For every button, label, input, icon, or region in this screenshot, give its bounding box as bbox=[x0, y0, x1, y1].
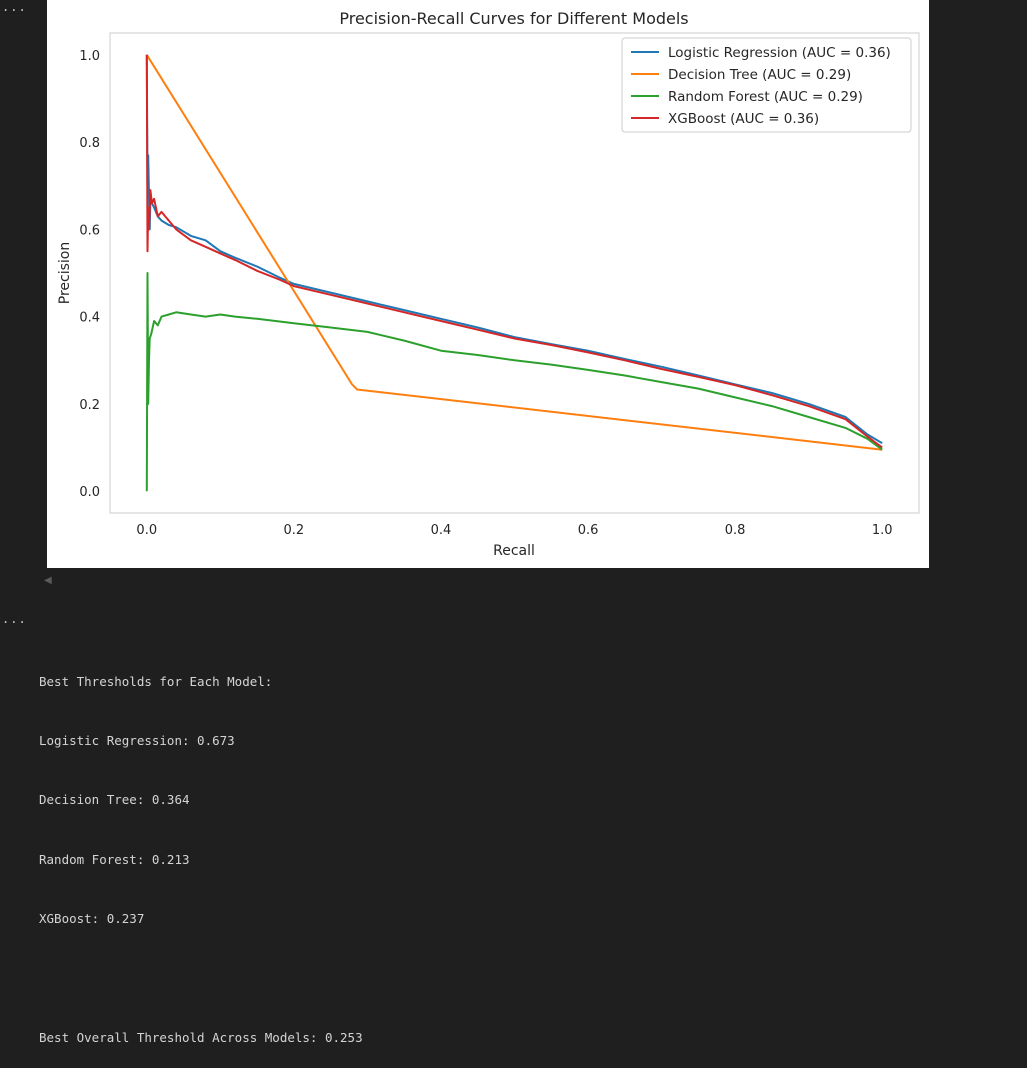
y-tick-label: 0.0 bbox=[79, 485, 100, 500]
series-line-1 bbox=[145, 54, 883, 451]
x-tick-label: 0.6 bbox=[578, 523, 599, 538]
legend-entry: Decision Tree (AUC = 0.29) bbox=[668, 67, 851, 83]
series-line-2 bbox=[145, 272, 883, 492]
y-tick-label: 0.6 bbox=[79, 223, 100, 238]
legend-entry: Random Forest (AUC = 0.29) bbox=[668, 89, 863, 105]
plot-frame bbox=[109, 32, 920, 514]
output-blank-line bbox=[39, 969, 363, 989]
y-tick-label: 0.8 bbox=[79, 136, 100, 151]
y-tick-label: 0.4 bbox=[79, 311, 100, 326]
x-tick-label: 0.8 bbox=[725, 523, 746, 538]
y-axis-label: Precision bbox=[57, 242, 73, 304]
x-tick-label: 0.2 bbox=[284, 523, 305, 538]
output-line-logistic: Logistic Regression: 0.673 bbox=[39, 732, 235, 748]
legend-box bbox=[621, 37, 912, 133]
cell-output-marker-2[interactable]: ... bbox=[2, 612, 27, 626]
output-line-forest: Random Forest: 0.213 bbox=[39, 851, 190, 867]
cell-output-text: Best Thresholds for Each Model: Logistic… bbox=[39, 632, 363, 1068]
series-lines bbox=[145, 54, 883, 492]
chart-title: Precision-Recall Curves for Different Mo… bbox=[339, 9, 688, 28]
y-axis-ticks: 0.0 0.2 0.4 0.6 0.8 1.0 bbox=[79, 49, 100, 500]
cell-output-marker[interactable]: ... bbox=[2, 0, 27, 14]
chart-figure: Precision-Recall Curves for Different Mo… bbox=[47, 0, 929, 568]
pr-curve-chart: Precision-Recall Curves for Different Mo… bbox=[57, 9, 920, 559]
output-line-xgboost: XGBoost: 0.237 bbox=[39, 911, 145, 927]
scroll-left-icon[interactable]: ◀ bbox=[44, 575, 52, 586]
series-line-3 bbox=[145, 54, 883, 449]
legend: Logistic Regression (AUC = 0.36) Decision… bbox=[621, 37, 912, 133]
output-line-tree: Decision Tree: 0.364 bbox=[39, 792, 190, 808]
legend-entry: XGBoost (AUC = 0.36) bbox=[668, 111, 819, 127]
x-axis-label: Recall bbox=[493, 543, 535, 559]
legend-entry: Logistic Regression (AUC = 0.36) bbox=[668, 45, 891, 61]
output-heading: Best Thresholds for Each Model: bbox=[39, 673, 273, 689]
x-tick-label: 1.0 bbox=[872, 523, 893, 538]
x-axis-ticks: 0.0 0.2 0.4 0.6 0.8 1.0 bbox=[136, 523, 892, 538]
x-tick-label: 0.4 bbox=[431, 523, 452, 538]
output-overall: Best Overall Threshold Across Models: 0.… bbox=[39, 1029, 363, 1045]
y-tick-label: 0.2 bbox=[79, 398, 100, 413]
x-tick-label: 0.0 bbox=[136, 523, 157, 538]
y-tick-label: 1.0 bbox=[79, 49, 100, 64]
